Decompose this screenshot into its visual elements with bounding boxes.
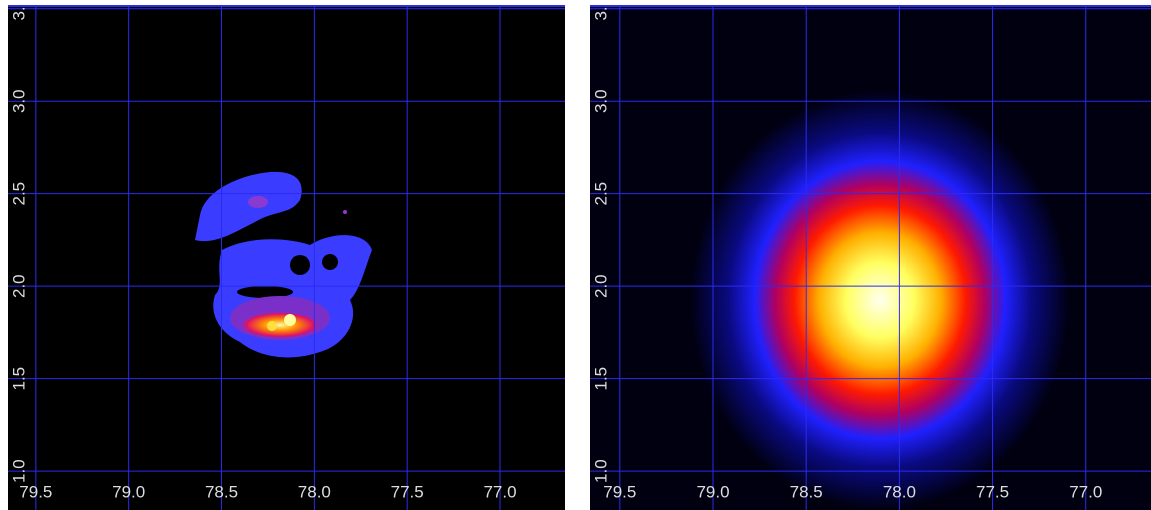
y-tick-label: 2.0 (591, 274, 610, 298)
x-tick-label: 78.0 (298, 482, 331, 501)
x-tick-label: 77.5 (391, 482, 424, 501)
x-tick-label: 77.5 (976, 482, 1009, 501)
left-panel: 79.5 79.0 78.5 78.0 77.5 77.0 1.0 1.5 2.0 2.5 3.0 3… (8, 0, 565, 510)
x-tick-label: 79.5 (19, 482, 52, 501)
right-panel: 79.5 79.0 78.5 78.0 77.5 77.0 1.0 1.5 2.0 2.5 3.0 3… (590, 0, 1151, 510)
x-tick-label: 79.0 (112, 482, 145, 501)
y-tick-label: 1.0 (9, 459, 28, 483)
y-tick-label: 1.5 (591, 367, 610, 391)
x-tick-label: 77.0 (483, 482, 516, 501)
y-tick-label: 1.5 (9, 367, 28, 391)
y-tick-label: 2.5 (591, 182, 610, 206)
y-tick-label: 3.0 (9, 89, 28, 113)
x-tick-label: 78.5 (790, 482, 823, 501)
y-tick-label: 3.5 (9, 0, 28, 21)
y-tick-label: 2.5 (9, 182, 28, 206)
y-tick-label: 3.5 (591, 0, 610, 21)
x-tick-label: 77.0 (1069, 482, 1102, 501)
x-tick-label: 78.5 (205, 482, 238, 501)
x-tick-label: 79.0 (696, 482, 729, 501)
y-tick-label: 1.0 (591, 459, 610, 483)
x-tick-label: 79.5 (603, 482, 636, 501)
x-tick-label: 78.0 (883, 482, 916, 501)
y-tick-label: 3.0 (591, 89, 610, 113)
y-tick-label: 2.0 (9, 274, 28, 298)
image-blob (195, 171, 372, 358)
image-blob (690, 90, 1070, 510)
